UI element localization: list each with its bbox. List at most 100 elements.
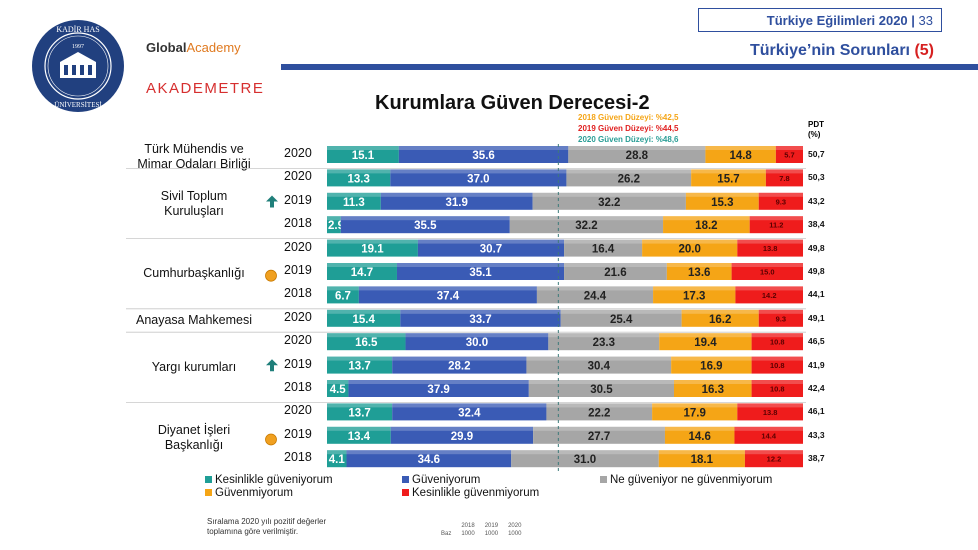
data-label: 14.6 xyxy=(689,431,711,443)
bar-highlight xyxy=(674,380,752,384)
seal-text-bottom: ÜNİVERSİTESİ xyxy=(54,101,102,109)
pdt-value: 50,7 xyxy=(808,149,825,159)
year-label: 2019 xyxy=(284,192,312,207)
bar-segment xyxy=(327,146,399,163)
bar-highlight xyxy=(327,216,341,221)
bar-segment xyxy=(737,239,803,257)
bar-highlight xyxy=(327,356,393,361)
akademetre-logo: AKADEMETRE xyxy=(146,80,265,97)
year-label: 2018 xyxy=(284,380,312,394)
year-label: 2019 xyxy=(284,356,312,371)
data-label: 26.2 xyxy=(618,173,640,185)
bar-segment xyxy=(511,450,659,468)
bar-segment xyxy=(751,380,803,397)
bar-highlight xyxy=(749,216,803,221)
bar-highlight xyxy=(666,263,732,267)
year-label: 2019 xyxy=(284,426,312,441)
bar-segment xyxy=(533,426,665,444)
pdt-value: 50,3 xyxy=(808,172,825,183)
bar-segment xyxy=(348,380,529,397)
bar-highlight xyxy=(340,216,510,221)
data-label: 9.3 xyxy=(776,314,786,323)
data-label: 16.9 xyxy=(700,361,722,373)
bar-highlight xyxy=(731,263,803,267)
data-label: 14.4 xyxy=(761,431,776,440)
bar-segment xyxy=(528,380,675,397)
bar-highlight xyxy=(511,450,659,455)
data-label: 20.0 xyxy=(679,244,701,256)
bar-highlight xyxy=(548,333,660,338)
bar-segment xyxy=(735,286,803,304)
data-label: 17.3 xyxy=(683,290,705,302)
data-label: 34.6 xyxy=(418,454,440,466)
bar-highlight xyxy=(751,380,803,384)
bar-highlight xyxy=(568,146,706,150)
header-rule xyxy=(281,64,978,70)
bar-segment xyxy=(659,333,752,351)
bar-highlight xyxy=(327,263,397,267)
bar-highlight xyxy=(564,263,667,267)
bar-highlight xyxy=(390,426,534,431)
bar-segment xyxy=(674,380,752,397)
bar-highlight xyxy=(327,239,418,244)
bar-segment xyxy=(327,333,406,351)
data-label: 24.4 xyxy=(584,290,607,302)
sample-size-table: 2018 2019 2020 Baz 1000 1000 1000 xyxy=(441,523,522,537)
data-label: 13.6 xyxy=(688,267,710,279)
section-title: Türkiye’nin Sorunları (5) xyxy=(749,42,934,59)
bar-highlight xyxy=(659,333,752,338)
pdt-value: 42,4 xyxy=(808,383,825,393)
bar-highlight xyxy=(751,356,803,361)
bar-highlight xyxy=(681,309,759,314)
data-label: 10.8 xyxy=(770,385,785,394)
data-label: 15.3 xyxy=(711,197,733,209)
bar-segment xyxy=(526,356,672,374)
group-label: Türk Mühendis ve Mimar Odaları Birliği xyxy=(137,141,251,171)
pdt-value: 46,1 xyxy=(808,406,825,417)
bar-highlight xyxy=(691,169,766,174)
data-label: 10.8 xyxy=(770,361,785,370)
global-academy-logo: GlobalAcademy xyxy=(146,40,241,55)
bar-segment xyxy=(560,309,682,327)
data-label: 37.4 xyxy=(437,290,460,302)
data-label: 14.7 xyxy=(351,267,373,279)
bar-segment xyxy=(666,263,732,280)
bar-segment xyxy=(658,450,745,468)
bar-segment xyxy=(327,356,393,374)
bar-highlight xyxy=(380,192,533,197)
data-label: 2.9 xyxy=(328,220,344,232)
data-label: 32.2 xyxy=(598,197,620,209)
bar-highlight xyxy=(327,192,381,197)
university-seal-logo: 1997 KADİR HAS ÜNİVERSİTESİ xyxy=(32,20,124,112)
data-label: 33.7 xyxy=(469,314,491,326)
bar-segment xyxy=(398,146,569,163)
data-label: 30.5 xyxy=(590,384,613,396)
bar-highlight xyxy=(653,286,736,291)
bar-segment xyxy=(327,169,391,187)
pdt-value: 49,8 xyxy=(808,266,825,276)
data-label: 15.0 xyxy=(760,268,775,277)
bar-segment xyxy=(737,403,803,421)
bar-segment xyxy=(566,169,692,187)
pdt-value: 38,4 xyxy=(808,219,825,230)
data-label: 32.2 xyxy=(575,220,597,232)
page-number: 33 xyxy=(918,13,933,28)
data-label: 13.7 xyxy=(348,361,370,373)
bar-segment xyxy=(327,403,393,421)
bar-highlight xyxy=(564,239,643,244)
data-label: 10.8 xyxy=(770,338,785,347)
pdt-value: 49,1 xyxy=(808,312,825,323)
bar-segment xyxy=(758,192,803,210)
bar-segment xyxy=(390,426,534,444)
data-label: 30.4 xyxy=(588,361,611,373)
bar-highlight xyxy=(532,192,686,197)
bar-segment xyxy=(396,263,565,280)
level-2020: 2020 Güven Düzeyi: %48,6 xyxy=(578,135,679,144)
bar-highlight xyxy=(751,333,803,338)
bar-highlight xyxy=(358,286,537,291)
bar-highlight xyxy=(528,380,675,384)
data-label: 13.3 xyxy=(347,173,369,185)
data-label: 22.2 xyxy=(588,407,610,419)
data-label: 13.7 xyxy=(348,407,370,419)
seal-year: 1997 xyxy=(72,44,84,50)
